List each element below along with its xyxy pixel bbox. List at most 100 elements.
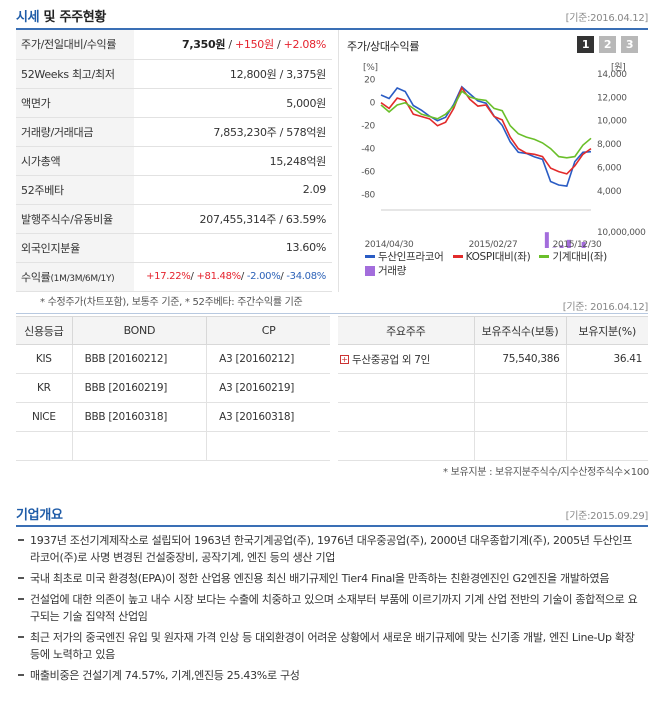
return-6m: -2.00% [246,271,281,282]
legend-mach-swatch [539,255,550,258]
holders-header-pct: 보유지분(%) [565,316,648,345]
y-left-tick: -80 [361,191,375,201]
credit-cp: A3 [20160318] [206,402,330,432]
holder-shares: 75,540,386 [473,344,567,374]
y-right-tick: 12,000 [597,93,627,103]
returns-label-sub: (1M/3M/6M/1Y) [50,273,115,284]
legend-kospi-swatch [452,255,463,258]
beta-label: 52주베타 [16,175,134,205]
volume-bar [552,247,557,248]
price-change: +150원 [234,38,274,52]
holder-name-cell: + 두산중공업 외 7인 [338,344,475,374]
foreign-label: 외국인지분율 [16,233,134,263]
expand-plus-icon[interactable]: + [340,355,349,364]
legend-price-label: 두산인프라코어 [378,250,444,263]
market-section-header: 시세 및 주주현황 [기준:2016.04.12] [16,6,648,26]
x-tick: 2014/04/30 [365,240,414,248]
chart-tab-2[interactable]: 2 [599,36,616,53]
chart-tab-1[interactable]: 1 [577,36,594,53]
credit-bond: BBB [20160212] [71,344,208,374]
chart-title: 주가/상대수익률 [347,40,420,53]
price-value: 7,350원 / +150원 / +2.08% [134,30,332,60]
y-left-tick: -60 [361,168,375,178]
credit-row [16,431,330,461]
return-1m: +17.22% [146,271,191,282]
y-right-unit: [원] [611,62,625,73]
row-52w: 52Weeks 최고/최저 12,800원 / 3,375원 [16,59,332,89]
overview-item: 건설업에 대한 의존이 높고 내수 시장 보다는 수출에 치중하고 있으며 소재… [18,591,638,625]
w52-label: 52Weeks 최고/최저 [16,59,134,89]
overview-date: [기준:2015.09.29] [565,511,649,522]
credit-table: 신용등급 BOND CP KIS BBB [20160212] A3 [2016… [16,316,330,461]
volume-bar [559,245,564,248]
mcap-value: 15,248억원 [134,146,332,176]
credit-row: KR BBB [20160219] A3 [20160219] [16,373,330,403]
y-left-unit: [%] [363,63,378,73]
returns-value: +17.22%/ +81.48%/ -2.00%/ -34.08% [134,262,332,292]
y-right-tick: 6,000 [597,163,622,173]
holder-row: + 두산중공업 외 7인 75,540,386 36.41 [338,344,648,374]
chart-tab-3[interactable]: 3 [621,36,638,53]
credit-bond [71,431,208,461]
return-3m: +81.48% [196,271,241,282]
credit-agency: KIS [16,344,73,374]
foreign-value: 13.60% [134,233,332,263]
series-line-1 [380,86,592,175]
shares-value: 207,455,314주 / 63.59% [134,204,332,234]
overview-item: 국내 최초로 미국 환경청(EPA)이 정한 산업용 엔진용 최신 배기규제인 … [18,570,638,587]
overview-divider [16,525,648,527]
y-left-tick: 20 [364,76,375,86]
chart-panel: 주가/상대수익률 1 2 3 [%] [원] 20 0 -20 -40 -60 -80 14,0… [338,30,648,292]
volume-bar [566,239,571,248]
face-value: 5,000원 [134,88,332,118]
shares-label: 발행주식수/유동비율 [16,204,134,234]
holder-pct: 36.41 [565,344,648,374]
row-returns: 수익률(1M/3M/6M/1Y) +17.22%/ +81.48%/ -2.00… [16,262,332,292]
beta-value: 2.09 [134,175,332,205]
w52-value: 12,800원 / 3,375원 [134,59,332,89]
overview-title: 기업개요 [16,508,63,523]
market-date: [기준:2016.04.12] [565,13,649,24]
holder-name: 두산중공업 외 7인 [352,353,430,366]
credit-cp [206,431,330,461]
stock-chart: [%] [원] 20 0 -20 -40 -60 -80 14,000 12,000 10,000 8… [361,62,646,248]
volume-bar [544,232,549,248]
face-label: 액면가 [16,88,134,118]
holders-header-shares: 보유주식수(보통) [473,316,567,345]
returns-label: 수익률(1M/3M/6M/1Y) [16,262,134,292]
credit-header-row: 신용등급 BOND CP [16,316,330,345]
holders-note: * 보유지분 : 보유지분주식수/지수산정주식수×100 [443,467,649,478]
vol-tick: 10,000,000 [597,228,646,238]
return-1y: -34.08% [286,271,326,282]
volume-value: 7,853,230주 / 578억원 [134,117,332,147]
current-price: 7,350원 [182,38,226,52]
overview-item: 매출비중은 건설기계 74.57%, 기계,엔진등 25.43%로 구성 [18,667,638,684]
returns-label-main: 수익률 [21,270,51,284]
price-rate: +2.08% [283,38,327,52]
x-tick: 2015/12/30 [553,240,602,248]
price-label: 주가/전일대비/수익률 [16,30,134,60]
legend-kospi: KOSPI대비(좌) [452,250,531,264]
row-mcap: 시가총액 15,248억원 [16,146,332,176]
legend-volume-label: 거래량 [378,264,407,277]
row-beta: 52주베타 2.09 [16,175,332,205]
market-title-sub: 및 주주현황 [39,10,107,25]
credit-agency: KR [16,373,73,403]
holders-table: 주요주주 보유주식수(보통) 보유지분(%) + 두산중공업 외 7인 75,54… [338,316,648,461]
holders-date: [기준: 2016.04.12] [562,302,649,313]
x-tick: 2015/02/27 [469,240,518,248]
series-line-2 [380,90,592,159]
legend-price-swatch [365,255,375,258]
series-line-0 [380,85,592,187]
row-shares: 발행주식수/유동비율 207,455,314주 / 63.59% [16,204,332,234]
row-volume: 거래량/거래대금 7,853,230주 / 578억원 [16,117,332,147]
table-divider [16,313,648,314]
market-info-table: 주가/전일대비/수익률 7,350원 / +150원 / +2.08% 52We… [16,30,332,292]
legend-kospi-label: KOSPI대비(좌) [465,250,531,263]
overview-section-header: 기업개요 [기준:2015.09.29] [16,504,648,524]
holders-header-name: 주요주주 [338,316,475,345]
legend-volume-swatch [365,265,375,276]
holder-row-empty [338,402,648,432]
market-section-title: 시세 및 주주현황 [16,6,106,25]
volume-bar [581,242,586,248]
